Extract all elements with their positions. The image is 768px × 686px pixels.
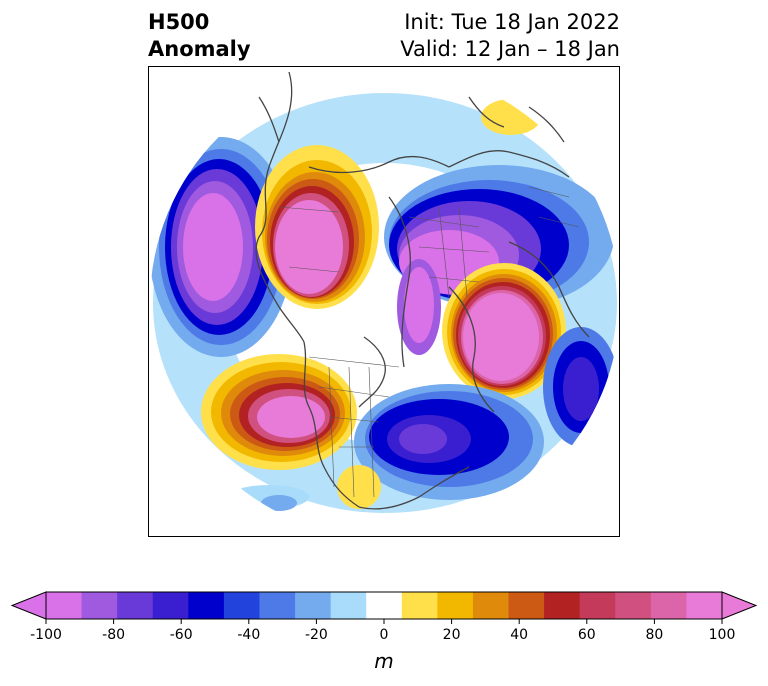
- colorbar-unit: m: [374, 649, 394, 673]
- colorbar-tick-label: -20: [304, 627, 328, 643]
- colorbar-segment: [615, 592, 652, 619]
- colorbar-segment: [472, 592, 510, 619]
- colorbar-segment: [330, 592, 367, 619]
- map-panel: [148, 66, 620, 537]
- map-title: H500 Anomaly: [148, 9, 251, 63]
- colorbar-segment: [188, 592, 225, 619]
- colorbar-tick-label: 0: [379, 627, 389, 643]
- anomaly-map: [150, 71, 619, 513]
- coastlines: [255, 71, 590, 510]
- high-plains: [337, 465, 381, 509]
- colorbar-tick-label: 60: [577, 627, 596, 643]
- title-line-1: H500: [148, 10, 210, 34]
- colorbar-extend-low: [10, 591, 47, 620]
- colorbar-tick-label: -100: [30, 627, 62, 643]
- colorbar-segment: [650, 592, 687, 619]
- colorbar-segment: [686, 592, 723, 619]
- colorbar-tick-label: 40: [510, 627, 529, 643]
- valid-range: Valid: 12 Jan – 18 Jan: [400, 37, 620, 61]
- colorbar: [0, 580, 768, 686]
- colorbar-tick-label: 80: [645, 627, 664, 643]
- colorbar-segment: [81, 592, 118, 619]
- colorbar-segment: [579, 592, 616, 619]
- colorbar-tick-label: 100: [708, 627, 736, 643]
- colorbar-tick-label: -60: [169, 627, 193, 643]
- high-north-atlantic: [442, 263, 566, 399]
- colorbar-segment: [437, 592, 474, 619]
- colorbar-segment: [117, 592, 154, 619]
- title-line-2: Anomaly: [148, 37, 251, 61]
- colorbar-graphic: [10, 591, 758, 624]
- init-date: Init: Tue 18 Jan 2022: [404, 10, 620, 34]
- high-alaska-yukon: [255, 145, 379, 309]
- colorbar-segment: [544, 592, 581, 619]
- high-north-africa: [481, 99, 541, 135]
- low-western-europe: [543, 327, 619, 447]
- colorbar-extend-high: [721, 591, 758, 620]
- political-borders: [278, 186, 580, 498]
- low-eastern-usa: [354, 384, 544, 500]
- low-siberia: [384, 165, 614, 355]
- colorbar-segment: [152, 592, 189, 619]
- colorbar-tick-label: -80: [102, 627, 126, 643]
- colorbar-tick-label: 20: [442, 627, 461, 643]
- colorbar-tick-label: -40: [237, 627, 261, 643]
- colorbar-segment: [259, 592, 296, 619]
- map-dates: Init: Tue 18 Jan 2022 Valid: 12 Jan – 18…: [400, 9, 620, 63]
- low-mexico-core: [261, 495, 297, 511]
- colorbar-segment: [508, 592, 545, 619]
- colorbar-segment: [366, 592, 403, 619]
- colorbar-segment: [295, 592, 332, 619]
- high-western-usa: [201, 354, 357, 470]
- colorbar-segment: [46, 592, 83, 619]
- low-north-pacific: [150, 137, 293, 357]
- colorbar-segment: [223, 592, 260, 619]
- colorbar-segment: [401, 592, 438, 619]
